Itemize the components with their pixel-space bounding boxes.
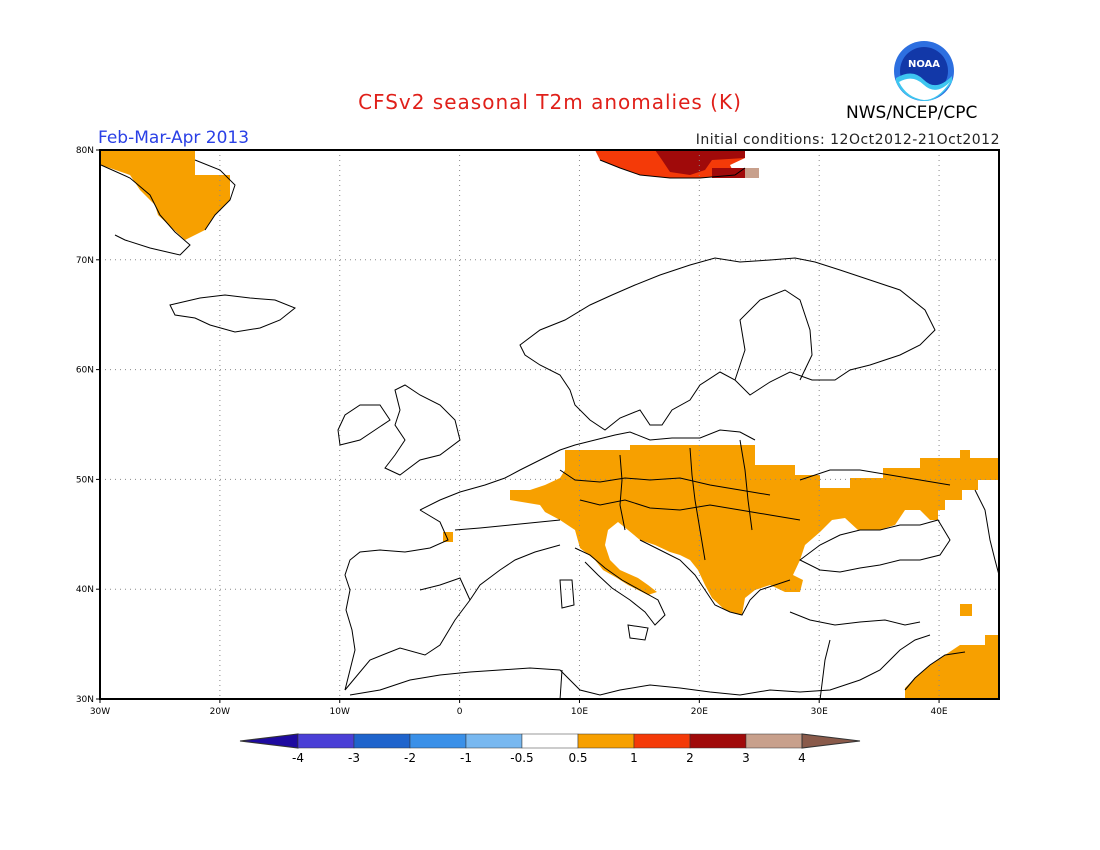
lat-tick-label: 80N <box>76 146 94 156</box>
colorbar-label: -3 <box>348 751 360 765</box>
colorbar: -4 -3 -2 -1 -0.5 0.5 1 2 3 4 <box>239 733 861 765</box>
lon-tick-label: 10W <box>330 707 350 717</box>
lon-tick-label: 0 <box>457 707 463 717</box>
lat-tick-label: 50N <box>76 475 94 485</box>
noaa-logo: NOAA <box>893 40 955 106</box>
colorbar-label: 0.5 <box>568 751 587 765</box>
colorbar-bin <box>353 733 411 749</box>
lat-tick-label: 40N <box>76 585 94 595</box>
coastlines <box>100 159 1000 701</box>
colorbar-label: -0.5 <box>510 751 533 765</box>
colorbar-bin <box>465 733 523 749</box>
lat-tick-label: 70N <box>76 256 94 266</box>
map-frame <box>99 149 1000 700</box>
longitude-labels: 30W 20W 10W 0 10E 20E 30E 40E <box>90 699 948 717</box>
lon-tick-label: 40E <box>930 707 947 717</box>
forecast-period: Feb-Mar-Apr 2013 <box>98 128 250 148</box>
anomaly-region-svalbard-darkred-2 <box>712 168 745 178</box>
colorbar-bin-high <box>801 733 861 749</box>
colorbar-label: -2 <box>404 751 416 765</box>
colorbar-label: 3 <box>742 751 750 765</box>
agency-label: NWS/NCEP/CPC <box>846 103 978 123</box>
colorbar-label: 2 <box>686 751 694 765</box>
anomaly-region-svalbard-darkred <box>655 150 745 175</box>
colorbar-bin <box>745 733 803 749</box>
latitude-labels: 80N 70N 60N 50N 40N 30N <box>76 146 100 705</box>
chart-title: CFSv2 seasonal T2m anomalies (K) <box>358 90 742 114</box>
colorbar-bin <box>297 733 355 749</box>
lat-tick-label: 60N <box>76 366 94 376</box>
colorbar-bin <box>409 733 467 749</box>
colorbar-label: -4 <box>292 751 304 765</box>
colorbar-bin <box>521 733 579 749</box>
colorbar-bin <box>577 733 635 749</box>
colorbar-label: 4 <box>798 751 806 765</box>
colorbar-bin <box>633 733 691 749</box>
anomaly-region-svalbard-tan <box>745 168 759 178</box>
anomaly-region-greenland <box>101 150 230 240</box>
anomaly-fields <box>101 150 999 699</box>
lon-tick-label: 10E <box>571 707 588 717</box>
colorbar-bin-low <box>239 733 299 749</box>
lon-tick-label: 30E <box>811 707 828 717</box>
noaa-logo-text: NOAA <box>908 59 940 70</box>
colorbar-bin <box>689 733 747 749</box>
anomaly-region-turkey-small <box>960 604 972 616</box>
lon-tick-label: 20E <box>691 707 708 717</box>
colorbar-label: -1 <box>460 751 472 765</box>
lat-tick-label: 30N <box>76 695 94 705</box>
initial-conditions: Initial conditions: 12Oct2012-21Oct2012 <box>695 132 1000 148</box>
lon-tick-label: 20W <box>210 707 230 717</box>
anomaly-region-middle-east <box>905 635 999 699</box>
lon-tick-label: 30W <box>90 707 110 717</box>
colorbar-label: 1 <box>630 751 638 765</box>
anomaly-region-central-europe <box>510 445 999 615</box>
anomaly-region-pyrenees <box>443 532 453 542</box>
map-grid <box>100 150 999 699</box>
